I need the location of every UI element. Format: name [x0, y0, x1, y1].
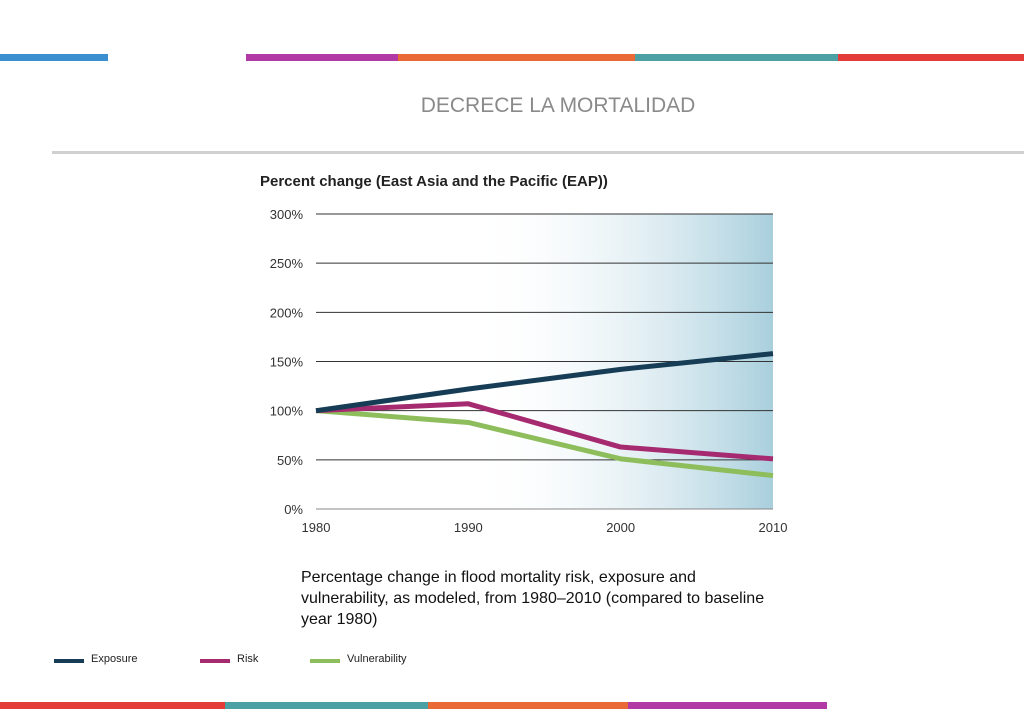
- chart-grid: [316, 213, 773, 510]
- bottom-bar-segment-orange: [428, 702, 628, 709]
- x-tick-label: 1980: [302, 520, 331, 535]
- y-tick-label: 50%: [277, 453, 303, 468]
- chart-caption: Percentage change in flood mortality ris…: [301, 569, 765, 628]
- y-tick-label: 150%: [270, 355, 304, 370]
- top-bar-segment-magenta: [246, 54, 398, 61]
- x-tick-label: 2010: [759, 520, 788, 535]
- legend-label-vulnerability: Vulnerability: [347, 653, 407, 665]
- series-line-vulnerability: [315, 408, 774, 479]
- x-axis-tick-labels: 1980 1990 2000 2010: [302, 520, 788, 535]
- y-tick-label: 300%: [270, 207, 304, 222]
- top-bar-segment-teal: [635, 54, 838, 61]
- legend-label-risk: Risk: [237, 653, 259, 665]
- top-bar-segment-orange: [398, 54, 635, 61]
- y-tick-label: 0%: [284, 502, 303, 517]
- x-tick-label: 1990: [454, 520, 483, 535]
- title-divider: [52, 151, 1024, 154]
- slide-title: DECRECE LA MORTALIDAD: [420, 94, 696, 117]
- y-tick-label: 100%: [270, 404, 304, 419]
- chart-title: Percent change (East Asia and the Pacifi…: [260, 173, 608, 190]
- legend-swatch-risk: [200, 659, 230, 663]
- series-line-risk: [315, 401, 774, 462]
- bottom-bar-segment-red: [0, 702, 225, 709]
- top-bar-segment-red: [838, 54, 1024, 61]
- bottom-bar-segment-magenta: [628, 702, 827, 709]
- y-tick-label: 200%: [270, 305, 304, 320]
- legend-label-exposure: Exposure: [91, 653, 138, 665]
- legend-swatch-exposure: [54, 659, 84, 663]
- legend-swatch-vulnerability: [310, 659, 340, 663]
- series-line-exposure: [315, 351, 774, 414]
- bottom-bar-segment-teal: [225, 702, 428, 709]
- y-tick-label: 250%: [270, 256, 304, 271]
- top-bar-segment-blue: [0, 54, 108, 61]
- chart-series: [315, 351, 774, 479]
- x-tick-label: 2000: [606, 520, 635, 535]
- y-axis-tick-labels: 0% 50% 100% 150% 200% 250% 300%: [270, 207, 304, 517]
